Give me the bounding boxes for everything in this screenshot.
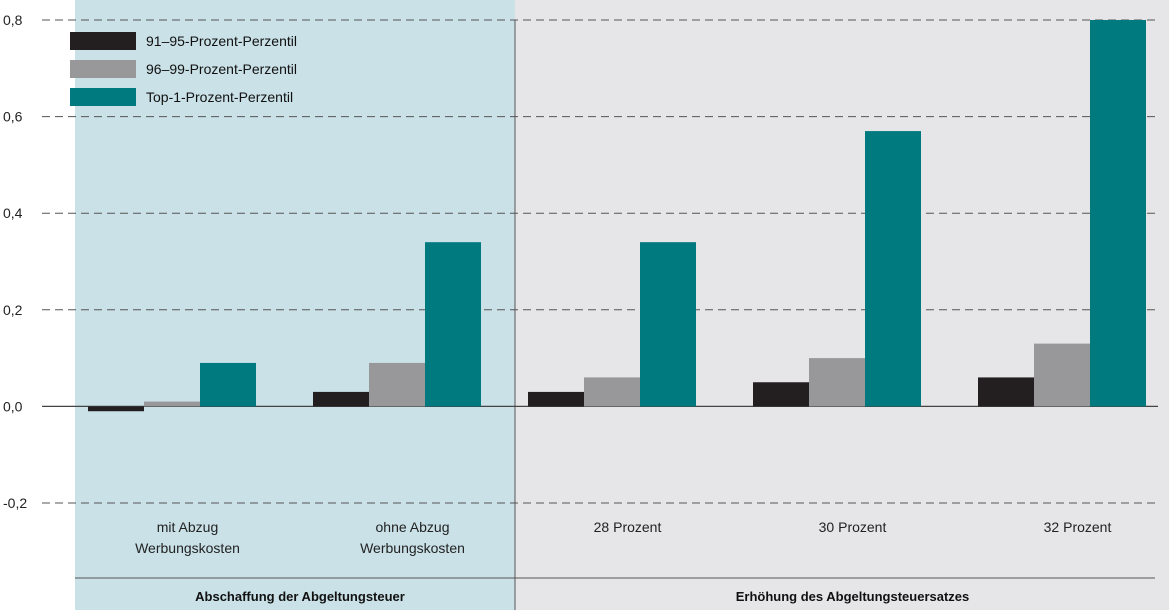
bar-2-cat-2 [369, 362, 425, 407]
category-label: Werbungskosten [135, 540, 240, 556]
legend-swatch [70, 88, 136, 106]
legend-label: 96–99-Prozent-Perzentil [146, 61, 297, 77]
bar-1-cat-2 [313, 391, 369, 407]
legend-swatch [70, 32, 136, 50]
category-labels: mit Abzug Werbungskosten ohne Abzug Werbung… [135, 519, 1111, 556]
y-tick-label: 0,8 [3, 12, 23, 28]
group-background-1 [515, 0, 1169, 610]
category-label: 32 Prozent [1044, 519, 1112, 535]
bar-3-cat-2 [425, 242, 481, 407]
category-label: Werbungskosten [360, 540, 465, 556]
bar-2-cat-5 [1034, 343, 1090, 407]
y-axis-ticks: 0,8 0,6 0,4 0,2 0,0 -0,2 [3, 12, 27, 511]
bar-1-cat-1 [88, 406, 144, 412]
legend: 91–95-Prozent-Perzentil 96–99-Prozent-Per… [70, 32, 297, 106]
legend-label: Top-1-Prozent-Perzentil [146, 89, 293, 105]
legend-swatch [70, 60, 136, 78]
bar-2-cat-4 [809, 358, 865, 407]
category-label: mit Abzug [157, 519, 218, 535]
bar-3-cat-3 [640, 242, 696, 407]
bar-2-cat-3 [584, 377, 640, 407]
bar-2-cat-1 [144, 401, 200, 407]
y-tick-label: 0,2 [3, 302, 23, 318]
y-tick-label: 0,0 [3, 398, 23, 414]
category-label: ohne Abzug [376, 519, 450, 535]
group-label: Abschaffung der Abgeltungsteuer [195, 589, 405, 604]
y-tick-label: -0,2 [3, 495, 27, 511]
bar-1-cat-3 [528, 391, 584, 407]
bar-3-cat-5 [1090, 20, 1146, 407]
bar-1-cat-5 [978, 377, 1034, 407]
y-tick-label: 0,6 [3, 109, 23, 125]
bar-1-cat-4 [753, 382, 809, 407]
category-label: 28 Prozent [594, 519, 662, 535]
group-labels: Abschaffung der Abgeltungsteuer Erhöhung … [195, 589, 969, 604]
y-tick-label: 0,4 [3, 205, 23, 221]
legend-label: 91–95-Prozent-Perzentil [146, 33, 297, 49]
category-label: 30 Prozent [819, 519, 887, 535]
bar-3-cat-4 [865, 131, 921, 407]
bars [88, 20, 1146, 412]
group-label: Erhöhung des Abgeltungsteuersatzes [736, 589, 970, 604]
bar-3-cat-1 [200, 362, 256, 407]
